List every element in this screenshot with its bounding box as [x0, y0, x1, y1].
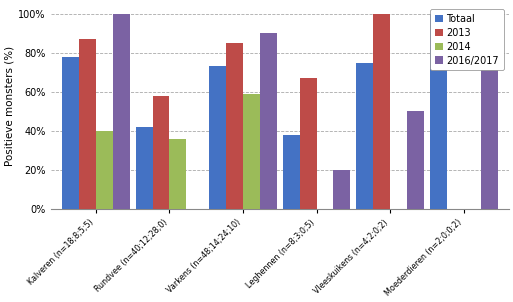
Bar [113, 14, 130, 209]
Bar [300, 78, 317, 209]
Bar [333, 170, 350, 209]
Bar [96, 131, 113, 209]
Bar [283, 135, 300, 209]
Bar [481, 14, 498, 209]
Bar [407, 111, 424, 209]
Bar [373, 14, 390, 209]
Bar [226, 43, 243, 209]
Bar [430, 14, 447, 209]
Bar [243, 94, 260, 209]
Bar [209, 66, 226, 209]
Y-axis label: Positieve monsters (%): Positieve monsters (%) [4, 46, 14, 166]
Bar [169, 139, 186, 209]
Bar [62, 57, 79, 209]
Legend: Totaal, 2013, 2014, 2016/2017: Totaal, 2013, 2014, 2016/2017 [430, 9, 504, 70]
Bar [260, 34, 277, 209]
Bar [152, 96, 169, 209]
Bar [356, 63, 373, 209]
Bar [135, 127, 152, 209]
Bar [79, 39, 96, 209]
